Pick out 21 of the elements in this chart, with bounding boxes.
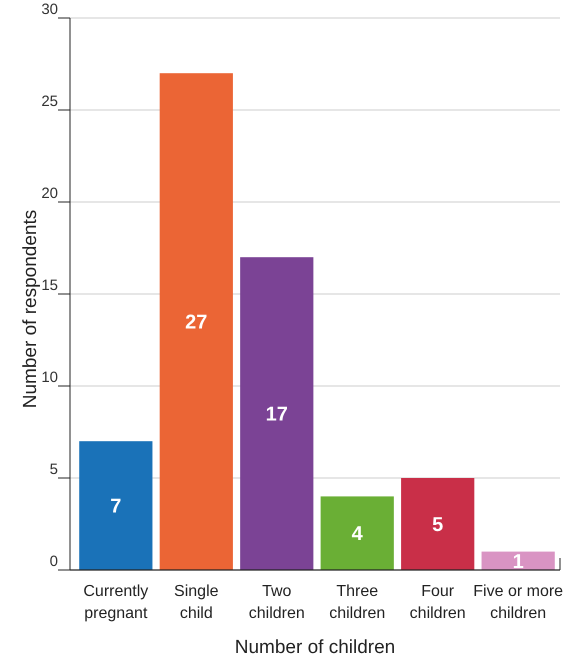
y-tick-label: 10 — [41, 369, 58, 386]
x-tick-label: Four children — [410, 583, 466, 622]
x-tick-label: Currently pregnant — [83, 583, 148, 622]
data-label: 4 — [352, 523, 364, 546]
data-label: 5 — [432, 514, 444, 536]
x-tick-label: Five or more children — [473, 583, 564, 622]
y-tick-label: 0 — [50, 553, 58, 570]
data-label: 1 — [512, 550, 524, 573]
x-axis-title: Number of children — [234, 637, 396, 658]
x-tick-label: Single child — [174, 583, 219, 622]
data-label: 17 — [266, 404, 288, 426]
y-tick-label: 30 — [41, 1, 58, 18]
data-label: 27 — [185, 312, 208, 334]
y-tick-label: 20 — [41, 185, 58, 202]
data-label: 7 — [110, 496, 122, 518]
y-tick-label: 15 — [41, 277, 58, 294]
y-tick-label: 5 — [50, 461, 58, 478]
x-tick-label: Two children — [248, 583, 305, 622]
x-tick-label: Three children — [329, 583, 386, 622]
y-tick-label: 25 — [41, 93, 58, 110]
y-axis-title: Number of respondents — [20, 210, 41, 408]
